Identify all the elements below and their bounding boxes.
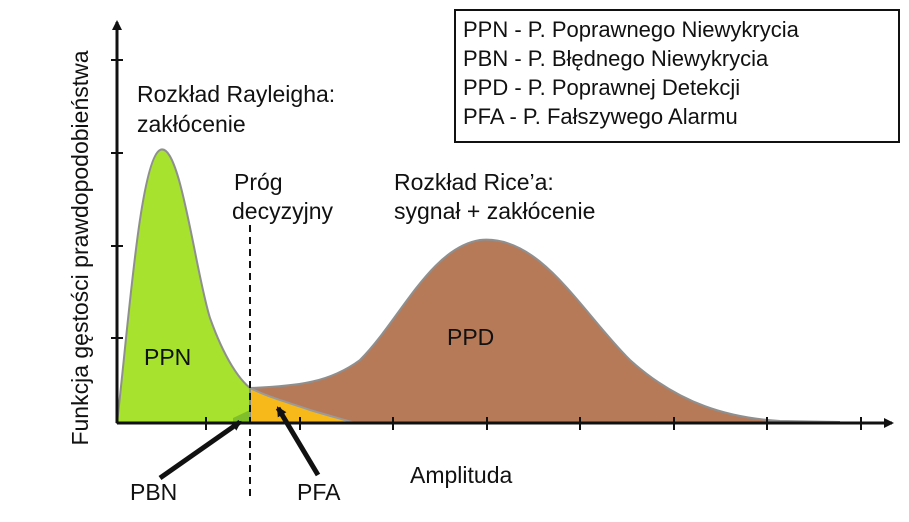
pfa-arrow: [275, 406, 321, 477]
signal-distribution-label-line2: sygnał + zakłócenie: [394, 198, 595, 224]
y-axis-ticks: [111, 59, 123, 339]
legend-item-ppn: PPN - P. Poprawnego Niewykrycia: [463, 17, 800, 42]
threshold-label-line1: Próg: [234, 169, 283, 195]
x-axis-ticks: [205, 417, 862, 430]
ppn-region-label: PPN: [144, 344, 191, 370]
pbn-pointer-label: PBN: [130, 479, 177, 505]
y-axis-label: Funkcja gęstości prawdopodobieństwa: [67, 50, 93, 445]
pbn-arrow: [158, 419, 242, 481]
ppd-region: [249, 238, 841, 425]
signal-distribution-label-line1: Rozkład Rice’a:: [394, 169, 554, 195]
threshold-label-line2: decyzyjny: [232, 198, 333, 224]
x-axis-label: Amplituda: [410, 462, 512, 488]
legend-item-ppd: PPD - P. Poprawnej Detekcji: [463, 75, 740, 100]
pbn-region: [233, 410, 250, 423]
legend-box: [454, 9, 900, 143]
pfa-pointer-label: PFA: [297, 479, 341, 505]
legend-item-pbn: PBN - P. Błędnego Niewykrycia: [463, 46, 769, 71]
ppn-region: [115, 148, 251, 424]
legend-item-pfa: PFA - P. Fałszywego Alarmu: [463, 104, 738, 129]
ppd-region-label: PPD: [447, 324, 494, 350]
noise-distribution-label-line2: zakłócenie: [137, 111, 246, 137]
noise-distribution-label-line1: Rozkład Rayleigha:: [137, 81, 335, 107]
